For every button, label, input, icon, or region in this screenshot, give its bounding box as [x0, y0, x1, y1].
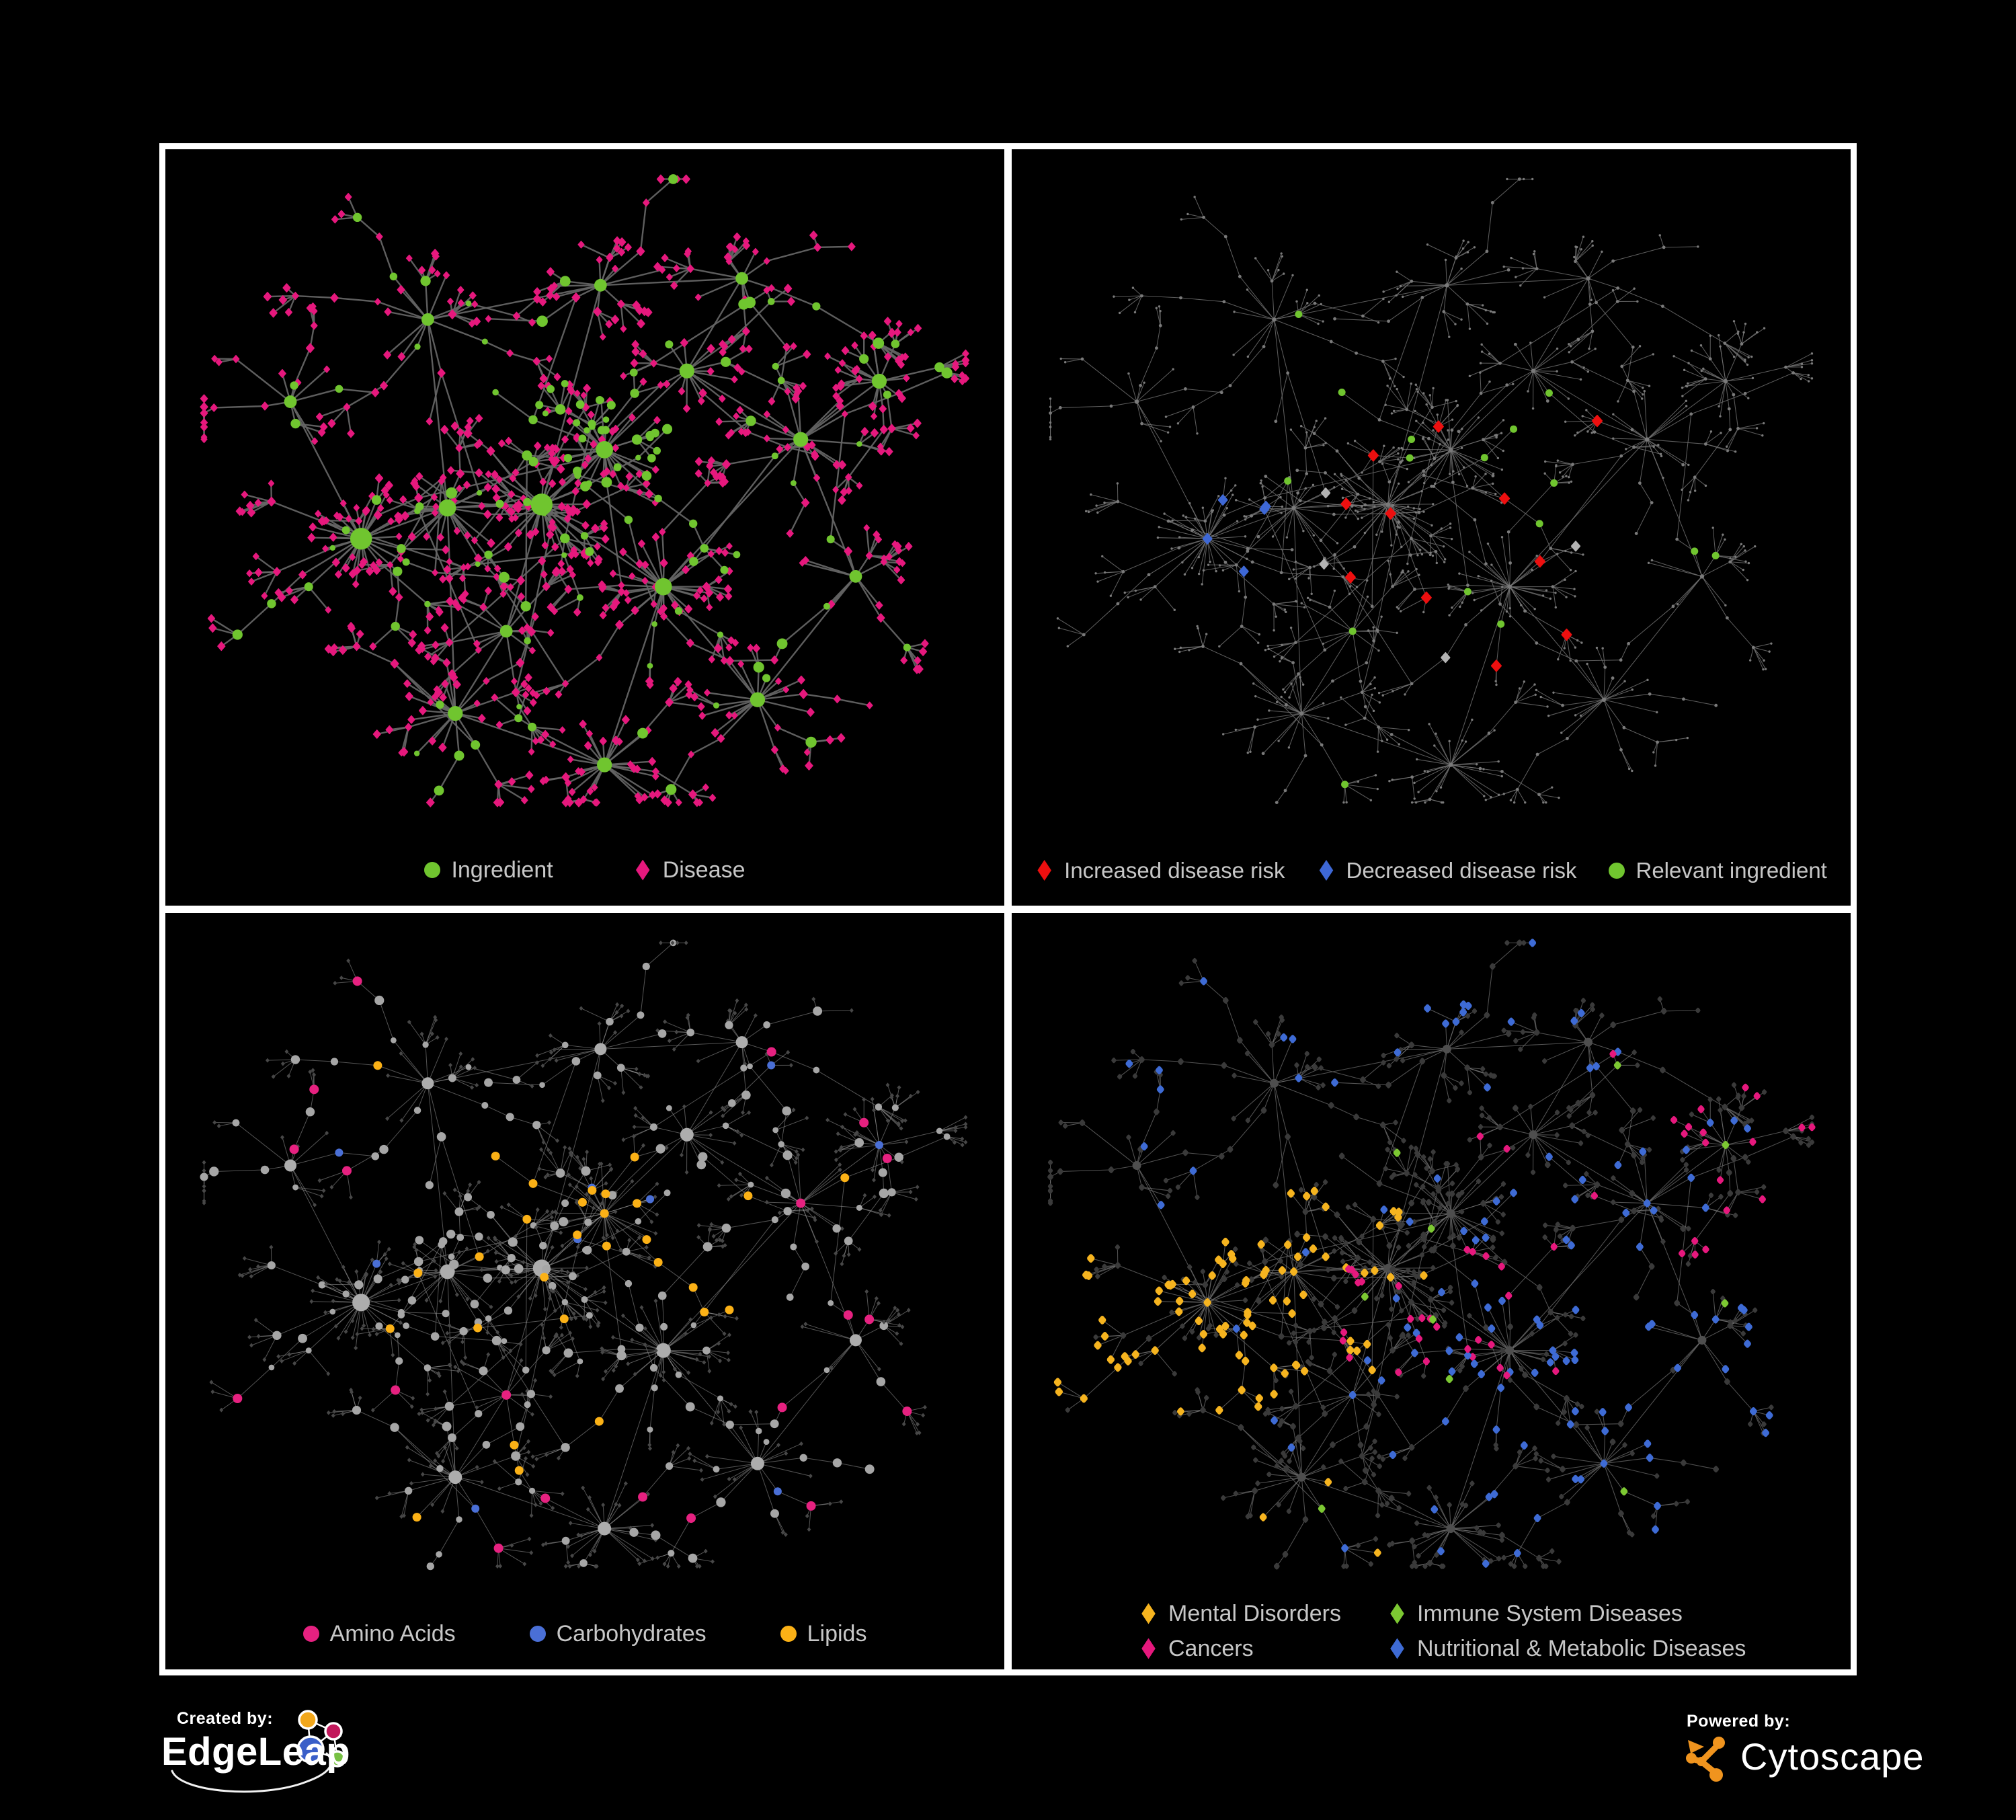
edgeleap-logo [171, 1710, 346, 1793]
created-by-label: Created by: [177, 1709, 274, 1728]
panel-macronutrients: Amino Acids Carbohydrates Lipids [165, 913, 1004, 1669]
carbohydrates-circle-icon [529, 1626, 546, 1642]
panel-disease-risk: Increased disease risk Decreased disease… [1012, 149, 1851, 906]
legend-label: Amino Acids [329, 1621, 456, 1647]
panel-disease-categories: Mental Disorders Immune System Diseases … [1012, 913, 1851, 1669]
ingredient-circle-icon [424, 862, 441, 878]
disease-diamond-icon [635, 859, 650, 881]
legend-label: Carbohydrates [556, 1621, 707, 1647]
legend-label: Decreased disease risk [1346, 858, 1577, 883]
footer-powered-by: Powered by: Cytoscape [1684, 1712, 1926, 1799]
edgeleap-wordmark: EdgeLeap [161, 1730, 351, 1774]
legend-item: Decreased disease risk [1317, 859, 1576, 881]
legend-disease-categories: Mental Disorders Immune System Diseases … [1139, 1602, 1746, 1660]
nutritional-diseases-diamond-icon [1390, 1638, 1404, 1659]
legend-item: Relevant ingredient [1609, 858, 1827, 883]
panels-grid: Ingredient Disease Increased disease ris… [159, 143, 1857, 1675]
legend-label: Increased disease risk [1064, 858, 1285, 883]
legend-label: Cancers [1168, 1636, 1254, 1661]
legend-item: Ingredient [424, 859, 553, 881]
cytoscape-logo [1686, 1737, 1725, 1782]
footer-created-by: Created by: EdgeLeap [161, 1706, 383, 1801]
legend-label: Immune System Diseases [1417, 1601, 1683, 1626]
panel-ingredient-disease: Ingredient Disease [165, 149, 1004, 906]
legend-item: Mental Disorders [1139, 1602, 1388, 1625]
legend-label: Relevant ingredient [1636, 858, 1827, 883]
disease-risk-network-graph [1012, 149, 1851, 906]
cancers-diamond-icon [1141, 1638, 1156, 1659]
legend-item: Cancers [1139, 1637, 1388, 1660]
legend-item: Increased disease risk [1035, 859, 1285, 881]
decreased-risk-diamond-icon [1319, 860, 1334, 881]
legend-item: Nutritional & Metabolic Diseases [1388, 1637, 1746, 1660]
legend-label: Disease [662, 857, 745, 883]
cytoscape-wordmark: Cytoscape [1740, 1735, 1925, 1778]
legend-label: Ingredient [451, 857, 553, 883]
legend-item: Disease [634, 859, 745, 881]
legend-item: Immune System Diseases [1388, 1602, 1746, 1625]
lipids-circle-icon [780, 1626, 797, 1642]
legend-label: Mental Disorders [1168, 1601, 1341, 1626]
mental-disorders-diamond-icon [1141, 1603, 1156, 1624]
immune-diseases-diamond-icon [1390, 1603, 1404, 1624]
legend-item: Carbohydrates [529, 1621, 707, 1647]
relevant-ingredient-circle-icon [1609, 862, 1625, 879]
powered-by-label: Powered by: [1687, 1712, 1791, 1731]
ingredient-disease-network-graph [165, 149, 1004, 906]
legend-item: Amino Acids [303, 1622, 456, 1645]
legend-disease-risk: Increased disease risk Decreased disease… [1012, 859, 1851, 881]
legend-label: Lipids [807, 1621, 867, 1647]
amino-acids-circle-icon [303, 1626, 319, 1642]
legend-ingredient-disease: Ingredient Disease [165, 859, 1004, 881]
disease-categories-network-graph [1012, 913, 1851, 1669]
macronutrients-network-graph [165, 913, 1004, 1669]
legend-label: Nutritional & Metabolic Diseases [1417, 1636, 1746, 1661]
legend-item: Lipids [780, 1621, 867, 1647]
legend-macronutrients: Amino Acids Carbohydrates Lipids [165, 1622, 1004, 1645]
increased-risk-diamond-icon [1037, 860, 1051, 881]
